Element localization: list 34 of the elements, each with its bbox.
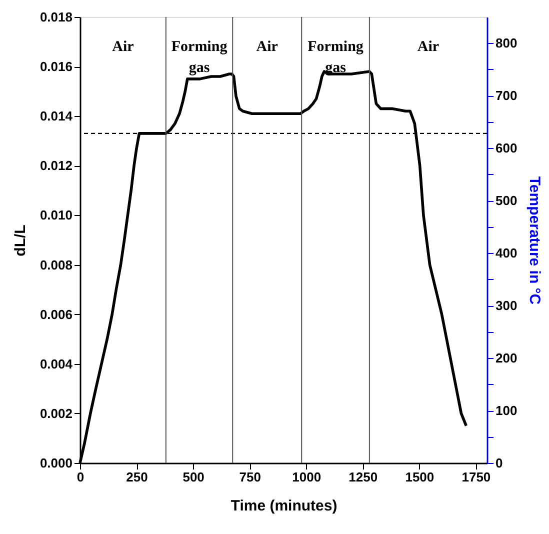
y2-tick-label: 100 — [496, 403, 518, 418]
y2-tick-label: 500 — [496, 193, 518, 208]
y2-tick-label: 400 — [496, 246, 518, 261]
x-tick-label: 1250 — [348, 470, 378, 484]
y-tick-label: 0.008 — [40, 257, 72, 272]
annotation: Air — [256, 39, 278, 55]
y-tick-label: 0.002 — [40, 406, 72, 421]
x-tick-label: 250 — [126, 470, 148, 484]
y-tick-label: 0.006 — [40, 306, 72, 322]
y2-tick-label: 800 — [496, 36, 518, 51]
y2-tick-label: 200 — [496, 350, 518, 366]
x-tick-label: 750 — [239, 470, 261, 484]
y-tick-label: 0.012 — [40, 158, 72, 174]
y-tick-label: 0.014 — [40, 108, 74, 124]
x-tick-label: 1750 — [462, 470, 491, 484]
y2-tick-label: 300 — [496, 298, 518, 314]
y2-tick-label: 0 — [496, 456, 503, 470]
x-tick-label: 500 — [182, 470, 204, 484]
x-tick-label: 1500 — [405, 470, 434, 484]
y2-tick-label: 600 — [496, 140, 518, 156]
annotation: Forming gas — [171, 39, 228, 76]
y-tick-label: 0.010 — [40, 208, 72, 223]
y-axis-title: dL/L — [12, 224, 29, 256]
y-tick-label: 0.016 — [40, 59, 72, 74]
y2-tick-label: 700 — [496, 88, 518, 104]
annotation: Air — [417, 39, 440, 55]
y-tick-label: 0.004 — [40, 356, 74, 372]
x-tick-label: 1000 — [292, 470, 322, 484]
x-axis-title: Time (minutes) — [230, 498, 338, 514]
y-tick-label: 0.000 — [40, 456, 72, 470]
y2-axis-title: Temperature in °C — [526, 176, 544, 305]
x-tick-label: 0 — [76, 470, 84, 484]
y-tick-label: 0.018 — [40, 10, 72, 24]
annotation: Air — [112, 39, 134, 55]
